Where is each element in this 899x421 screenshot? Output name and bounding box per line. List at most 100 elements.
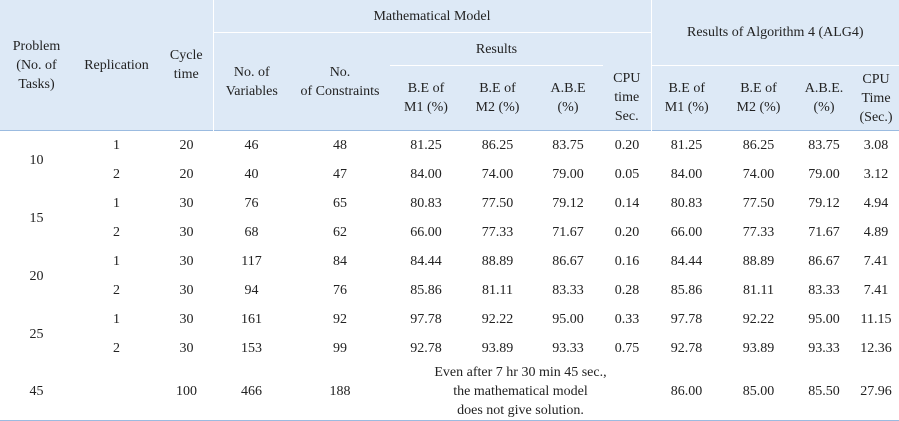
data-cell: 71.67 xyxy=(808,225,840,240)
text-line: Replication xyxy=(84,57,149,73)
text-line: Cycle xyxy=(169,48,203,63)
data-cell: 92.22 xyxy=(742,312,775,327)
data-cell: 77.50 xyxy=(481,196,514,211)
text-line: No. of xyxy=(233,64,270,80)
text-line: does not give solution. xyxy=(457,403,584,418)
data-cell: 84.44 xyxy=(410,254,442,269)
table-row: No. of Variables No. of Constraints Results xyxy=(0,32,899,131)
data-cell: 93.89 xyxy=(481,341,514,356)
header-cell: B.E of M2 (%) xyxy=(462,65,533,131)
data-cell: 83.75 xyxy=(552,138,584,153)
text-line: M1 (%) xyxy=(404,100,448,115)
data-cell: 48 xyxy=(333,138,347,153)
data-cell: 3.08 xyxy=(863,138,889,153)
header-cell: A.B.E. (%) xyxy=(795,65,853,131)
table-row: Problem (No. of Tasks) Replication Cycle time… xyxy=(0,0,899,131)
data-cell: 88.89 xyxy=(742,254,775,269)
data-cell: 86.00 xyxy=(651,363,722,421)
text-line: B.E of xyxy=(407,81,445,96)
data-cell: 0.20 xyxy=(614,225,640,240)
data-cell: 81.11 xyxy=(743,283,774,298)
data-cell: 66.00 xyxy=(670,225,703,240)
header-cell: CPU time Sec. xyxy=(603,65,651,131)
data-cell: 97.78 xyxy=(410,312,442,327)
data-cell: 7.41 xyxy=(863,283,889,298)
table-row: 2 30 68 62 66.00 77.33 71.67 0.20 66.00 77.33 71.6… xyxy=(0,218,899,247)
note-cell: Even after 7 hr 30 min 45 sec., the mathe… xyxy=(390,363,651,421)
data-cell: 84.00 xyxy=(410,167,442,182)
table-row: 2 30 153 99 92.78 93.89 93.33 0.75 92.78 93.89 93.… xyxy=(0,334,899,363)
text-line: time xyxy=(614,90,640,106)
data-cell: 100 xyxy=(160,363,213,421)
data-cell: 3.12 xyxy=(863,167,889,182)
data-cell: 86.25 xyxy=(481,138,514,153)
text-line: the mathematical model xyxy=(453,384,588,399)
data-cell: 20 xyxy=(179,138,194,153)
data-cell: 27.96 xyxy=(853,363,899,421)
data-cell: 79.00 xyxy=(552,167,584,182)
table-row: 2 20 40 47 84.00 74.00 79.00 0.05 84.00 74.00 79.0… xyxy=(0,160,899,189)
data-cell: 85.86 xyxy=(410,283,442,298)
header-cell: Results of Algorithm 4 (ALG4) xyxy=(650,0,899,66)
data-cell: 92 xyxy=(333,312,347,327)
data-cell: 12.36 xyxy=(860,341,892,356)
table-row: 15 1 30 76 65 80.83 77.50 79.12 0.14 80.83 77.50 79… xyxy=(0,189,899,226)
problem-cell: 10 xyxy=(29,152,44,168)
data-cell: 30 xyxy=(179,254,194,269)
header-cell: B.E of M2 (%) xyxy=(722,65,795,131)
data-cell: 92.78 xyxy=(410,341,442,356)
data-cell: 466 xyxy=(213,363,290,421)
header-cell: No. of Constraints xyxy=(290,32,390,131)
text-line: of Constraints xyxy=(300,83,380,99)
data-cell: 20 xyxy=(179,167,194,182)
data-cell: 1 xyxy=(113,312,120,327)
text-line: M1 (%) xyxy=(664,100,709,115)
data-cell: 2 xyxy=(113,225,120,240)
data-cell: 2 xyxy=(113,283,120,298)
data-cell: 117 xyxy=(241,254,262,269)
data-cell: 86.67 xyxy=(552,254,584,269)
data-cell: 93.89 xyxy=(742,341,775,356)
text-line: (Sec.) xyxy=(859,109,893,125)
data-cell: 86.67 xyxy=(808,254,840,269)
problem-cell: 45 xyxy=(0,363,73,421)
data-cell: 2 xyxy=(113,341,120,356)
data-cell: 4.94 xyxy=(863,196,889,211)
text-line: B.E of xyxy=(668,81,706,96)
data-cell: 79.12 xyxy=(552,196,584,211)
data-cell: 94 xyxy=(244,283,259,298)
data-cell: 77.33 xyxy=(742,225,775,240)
header-cell: Mathematical Model xyxy=(212,0,651,33)
data-cell: 30 xyxy=(179,341,194,356)
text-line: (%) xyxy=(813,100,835,115)
data-cell: 4.89 xyxy=(863,225,889,240)
header-cell: A.B.E (%) xyxy=(533,65,603,131)
text-line: Problem xyxy=(12,38,61,54)
header-cell: B.E of M1 (%) xyxy=(650,65,722,131)
data-cell: 1 xyxy=(113,254,120,269)
text-line: A.B.E. xyxy=(804,81,844,96)
data-cell: 30 xyxy=(179,225,194,240)
data-cell: 93.33 xyxy=(808,341,840,356)
text-line: (No. of xyxy=(16,57,57,73)
data-cell: 47 xyxy=(333,167,347,182)
text-line: (%) xyxy=(557,100,579,115)
header-cell: Problem (No. of Tasks) xyxy=(0,0,73,131)
text-line: M2 (%) xyxy=(736,100,781,115)
data-cell: 77.33 xyxy=(481,225,514,240)
data-cell: 84.00 xyxy=(670,167,703,182)
data-cell: 92.78 xyxy=(670,341,703,356)
data-cell: 93.33 xyxy=(552,341,584,356)
problem-cell: 20 xyxy=(29,268,44,284)
data-cell: 79.00 xyxy=(808,167,840,182)
data-cell xyxy=(73,363,160,421)
data-cell: 76 xyxy=(244,196,259,211)
data-cell: 83.33 xyxy=(808,283,840,298)
data-cell: 30 xyxy=(179,312,194,327)
header-cell: B.E of M1 (%) xyxy=(390,65,462,131)
text-line: Time xyxy=(861,90,891,106)
text-line: Tasks) xyxy=(18,76,55,92)
data-cell: 84 xyxy=(333,254,347,269)
